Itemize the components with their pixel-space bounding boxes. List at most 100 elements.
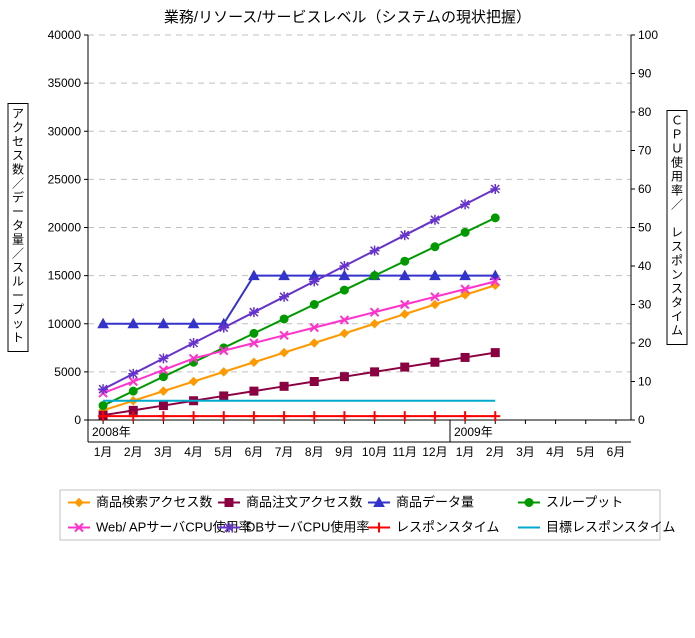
y1-tick-label: 20000 [48, 221, 82, 235]
legend-label: 商品注文アクセス数 [246, 495, 362, 510]
y2-label-char: Ｐ [671, 128, 683, 142]
y2-tick-label: 100 [638, 28, 658, 42]
y1-tick-label: 35000 [48, 76, 82, 90]
marker-circle [280, 315, 288, 323]
y2-label-char: タ [671, 296, 683, 310]
x-tick-label: 1月 [456, 445, 475, 459]
y1-tick-label: 40000 [48, 28, 82, 42]
y2-label-char: ン [671, 268, 683, 282]
y2-label-char: イ [671, 310, 683, 324]
y1-tick-label: 0 [74, 413, 81, 427]
x-tick-label: 11月 [393, 445, 417, 459]
marker-square [491, 349, 499, 357]
y1-label-char: ／ [12, 247, 24, 261]
y2-tick-label: 0 [638, 413, 645, 427]
marker-circle [525, 499, 533, 507]
y2-tick-label: 30 [638, 298, 652, 312]
marker-circle [371, 272, 379, 280]
marker-diamond [310, 339, 318, 347]
marker-circle [491, 214, 499, 222]
chart-title: 業務/リソース/サービスレベル（システムの現状把握） [164, 9, 531, 26]
marker-diamond [280, 349, 288, 357]
x-tick-label: 4月 [184, 445, 203, 459]
y1-label-char: セ [12, 135, 24, 149]
y2-tick-label: 20 [638, 336, 652, 350]
x-tick-label: 8月 [305, 445, 324, 459]
marker-diamond [190, 378, 198, 386]
marker-square [461, 353, 469, 361]
marker-square [250, 387, 258, 395]
marker-square [310, 378, 318, 386]
x-tick-label: 10月 [362, 445, 387, 459]
marker-circle [340, 286, 348, 294]
y1-label-char: ッ [12, 317, 24, 331]
y1-label-char: ー [12, 205, 24, 219]
marker-diamond [371, 320, 379, 328]
legend-label: スループット [546, 495, 623, 510]
y2-tick-label: 40 [638, 259, 652, 273]
marker-diamond [220, 368, 228, 376]
chart-svg: 業務/リソース/サービスレベル（システムの現状把握）05000100001500… [0, 0, 695, 638]
y1-label-char: ス [12, 149, 24, 163]
y2-label-char: ス [671, 240, 683, 254]
y2-label-char: ス [671, 282, 683, 296]
legend-label: レスポンスタイム [396, 520, 499, 535]
marker-circle [99, 402, 107, 410]
y1-label-char: ー [12, 289, 24, 303]
marker-square [431, 358, 439, 366]
x-tick-label: 6月 [245, 445, 264, 459]
marker-circle [461, 228, 469, 236]
y2-label-char: ム [671, 324, 683, 338]
marker-circle [401, 257, 409, 265]
marker-circle [129, 387, 137, 395]
y1-label-char: タ [12, 219, 24, 233]
x-tick-label: 6月 [607, 445, 626, 459]
y2-label-char: Ｃ [671, 114, 683, 128]
y2-tick-label: 10 [638, 375, 652, 389]
x-tick-label: 4月 [546, 445, 565, 459]
x-tick-label: 5月 [214, 445, 233, 459]
y1-label-char: ／ [12, 177, 24, 191]
x-tick-label: 2月 [124, 445, 143, 459]
y2-tick-label: 60 [638, 182, 652, 196]
y1-tick-label: 30000 [48, 124, 82, 138]
y1-label-char: ル [12, 275, 24, 289]
y2-label-char: 率 [671, 183, 683, 198]
y2-label-char: ポ [671, 254, 683, 268]
y1-label-char: 数 [12, 162, 24, 177]
x-year-label: 2009年 [454, 425, 493, 439]
y2-label-char: ／ [671, 198, 683, 212]
marker-circle [431, 243, 439, 251]
y2-tick-label: 90 [638, 67, 652, 81]
marker-square [401, 363, 409, 371]
x-tick-label: 7月 [275, 445, 294, 459]
marker-square [371, 368, 379, 376]
y2-tick-label: 70 [638, 144, 652, 158]
legend-label: 目標レスポンスタイム [546, 520, 675, 535]
marker-square [225, 499, 233, 507]
legend-label: 商品検索アクセス数 [96, 495, 212, 510]
marker-diamond [159, 387, 167, 395]
marker-circle [250, 329, 258, 337]
marker-square [340, 373, 348, 381]
y1-label-char: デ [12, 190, 24, 205]
marker-diamond [250, 358, 258, 366]
y1-label-char: プ [12, 303, 24, 317]
x-tick-label: 3月 [516, 445, 535, 459]
marker-circle [310, 301, 318, 309]
y2-label-char: 使 [671, 155, 683, 170]
x-tick-label: 5月 [576, 445, 595, 459]
y2-label-char: 用 [671, 170, 683, 184]
marker-square [280, 382, 288, 390]
legend-label: DBサーバCPU使用率 [246, 520, 369, 535]
y1-tick-label: 5000 [54, 365, 81, 379]
x-tick-label: 2月 [486, 445, 505, 459]
y2-label-char: レ [671, 226, 683, 240]
y1-tick-label: 25000 [48, 172, 82, 186]
marker-diamond [340, 329, 348, 337]
y2-tick-label: 50 [638, 221, 652, 235]
legend-label: 商品データ量 [396, 495, 474, 510]
marker-diamond [401, 310, 409, 318]
y1-label-char: 量 [12, 233, 24, 247]
y1-label-char: ク [12, 121, 24, 135]
